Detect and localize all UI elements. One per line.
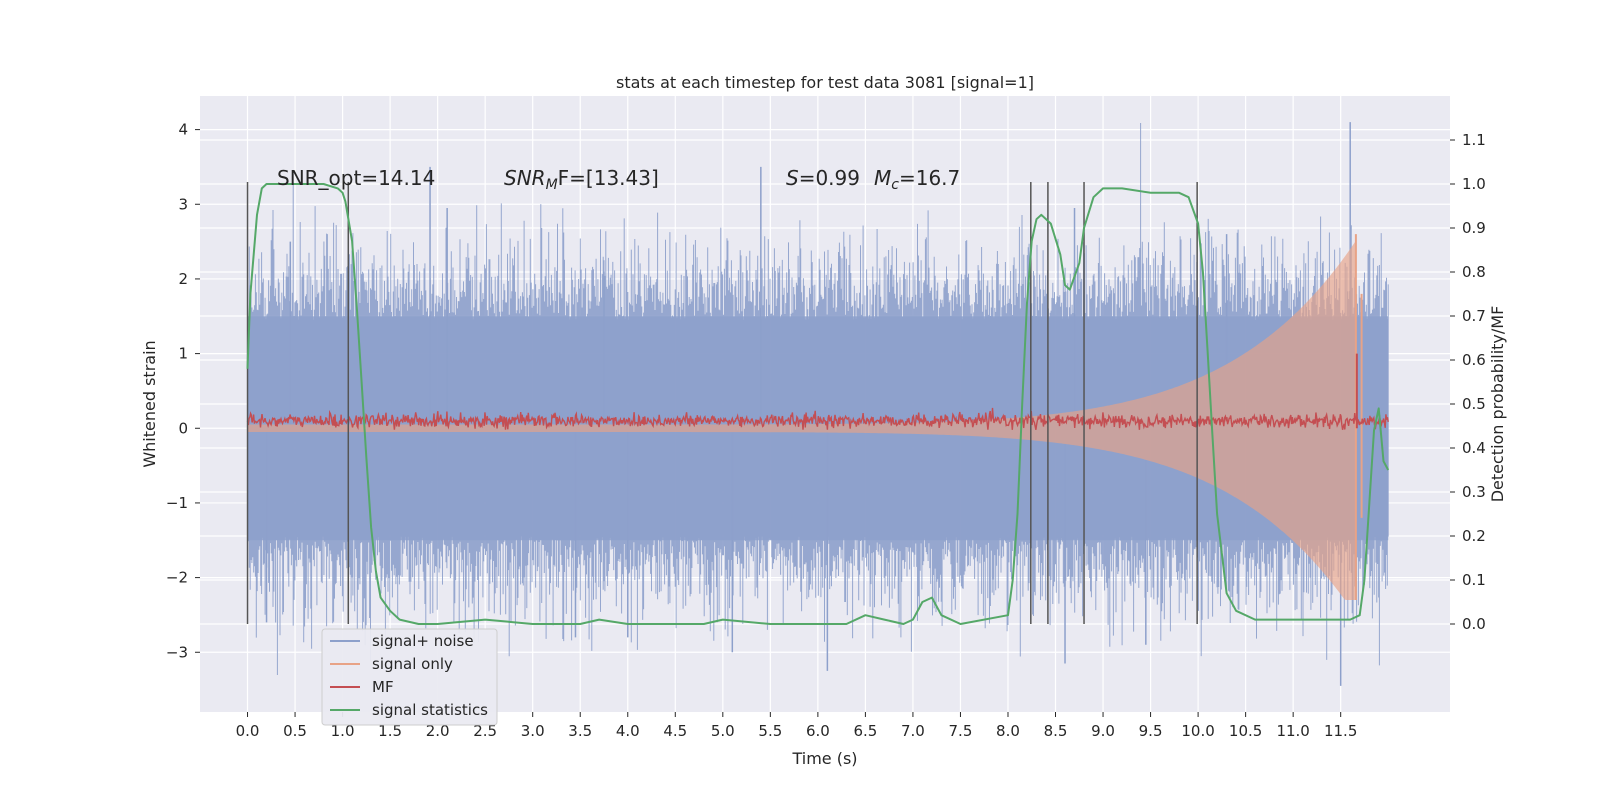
y-right-tick-label: 0.0: [1462, 615, 1486, 633]
detection-markers: [246, 182, 1198, 624]
x-tick-label: 0.5: [283, 722, 307, 740]
legend-box: [321, 628, 498, 726]
y-right-tick-label: 0.9: [1462, 219, 1486, 237]
legend-label-mf: MF: [372, 678, 394, 696]
y-left-tick-label: 3: [178, 195, 188, 213]
y-left-tick-label: −2: [166, 569, 188, 587]
y-right-tick-label: 1.1: [1462, 131, 1486, 149]
x-tick-label: 5.0: [711, 722, 735, 740]
chart-title: stats at each timestep for test data 308…: [616, 73, 1034, 92]
mf-trace: [246, 407, 1389, 430]
y-right-tick-label: 0.3: [1462, 483, 1486, 501]
x-tick-label: 6.0: [806, 722, 830, 740]
snr-mf-suffix: F=[13.43]: [558, 166, 659, 190]
y-axis-label-left: Whitened strain: [140, 340, 159, 467]
tick-layer: 0.0 0.5 1.0 1.5 2.0 2.5 3.0 3.5 4.0 4.5 5.0 5.5 6.0 6…: [166, 121, 1486, 740]
y-right-tick-label: 0.8: [1462, 263, 1486, 281]
x-tick-label: 7.0: [901, 722, 925, 740]
x-tick-label: 11.5: [1324, 722, 1357, 740]
x-tick-label: 10.0: [1181, 722, 1214, 740]
y-left-tick-label: 2: [178, 270, 188, 288]
y-right-tick-label: 0.6: [1462, 351, 1486, 369]
s-value: =0.99: [799, 166, 860, 190]
x-tick-label: 4.0: [616, 722, 640, 740]
x-axis-label: Time (s): [791, 749, 857, 768]
y-right-tick-label: 0.1: [1462, 571, 1486, 589]
legend-label-signal-only: signal only: [372, 655, 453, 673]
x-tick-label: 8.0: [996, 722, 1020, 740]
y-left-tick-label: −3: [166, 643, 188, 661]
y-left-tick-label: −1: [166, 494, 188, 512]
y-left-tick-label: 4: [178, 121, 188, 139]
x-tick-label: 3.0: [521, 722, 545, 740]
snr-mf-sub: M: [546, 177, 558, 193]
x-tick-label: 7.5: [949, 722, 973, 740]
y-right-tick-label: 0.4: [1462, 439, 1486, 457]
x-tick-label: 1.0: [331, 722, 355, 740]
signal-statistics-line: [246, 183, 1390, 625]
x-tick-label: 9.0: [1091, 722, 1115, 740]
mf-series: [246, 353, 1389, 430]
legend: signal+ noise signal only MF signal stat…: [321, 628, 498, 726]
mc-sub: c: [891, 177, 899, 193]
s-label: S: [786, 166, 799, 190]
x-tick-label: 0.0: [236, 722, 260, 740]
snr-opt-annotation: SNR_opt=14.14: [277, 166, 435, 190]
legend-label-signal-noise: signal+ noise: [372, 632, 474, 650]
y-left-tick-label: 0: [178, 419, 188, 437]
x-tick-label: 2.0: [426, 722, 450, 740]
x-tick-label: 10.5: [1229, 722, 1262, 740]
x-tick-label: 8.5: [1044, 722, 1068, 740]
x-tick-label: 9.5: [1139, 722, 1163, 740]
y-right-tick-label: 0.2: [1462, 527, 1486, 545]
y-left-tick-label: 1: [178, 345, 188, 363]
snr-mf-prefix: SNR: [504, 166, 546, 190]
snr-mf-annotation: SNRMF=[13.43]: [504, 166, 659, 193]
y-right-tick-label: 0.5: [1462, 395, 1486, 413]
x-tick-label: 2.5: [473, 722, 497, 740]
signal-statistics-series: [246, 183, 1390, 625]
x-tick-label: 4.5: [663, 722, 687, 740]
y-axis-label-right: Detection probability/MF: [1488, 306, 1507, 503]
signal-only-envelope: [247, 240, 1356, 600]
x-tick-label: 11.0: [1276, 722, 1309, 740]
legend-label-signal-statistics: signal statistics: [372, 701, 488, 719]
x-tick-label: 6.5: [853, 722, 877, 740]
s-mc-annotation: S=0.99 Mc=16.7: [786, 166, 960, 193]
y-right-tick-label: 1.0: [1462, 175, 1486, 193]
x-tick-label: 5.5: [758, 722, 782, 740]
mc-value: =16.7: [899, 166, 960, 190]
mc-label: M: [874, 166, 891, 190]
x-tick-label: 3.5: [568, 722, 592, 740]
y-right-tick-label: 0.7: [1462, 307, 1486, 325]
x-tick-label: 1.5: [378, 722, 402, 740]
